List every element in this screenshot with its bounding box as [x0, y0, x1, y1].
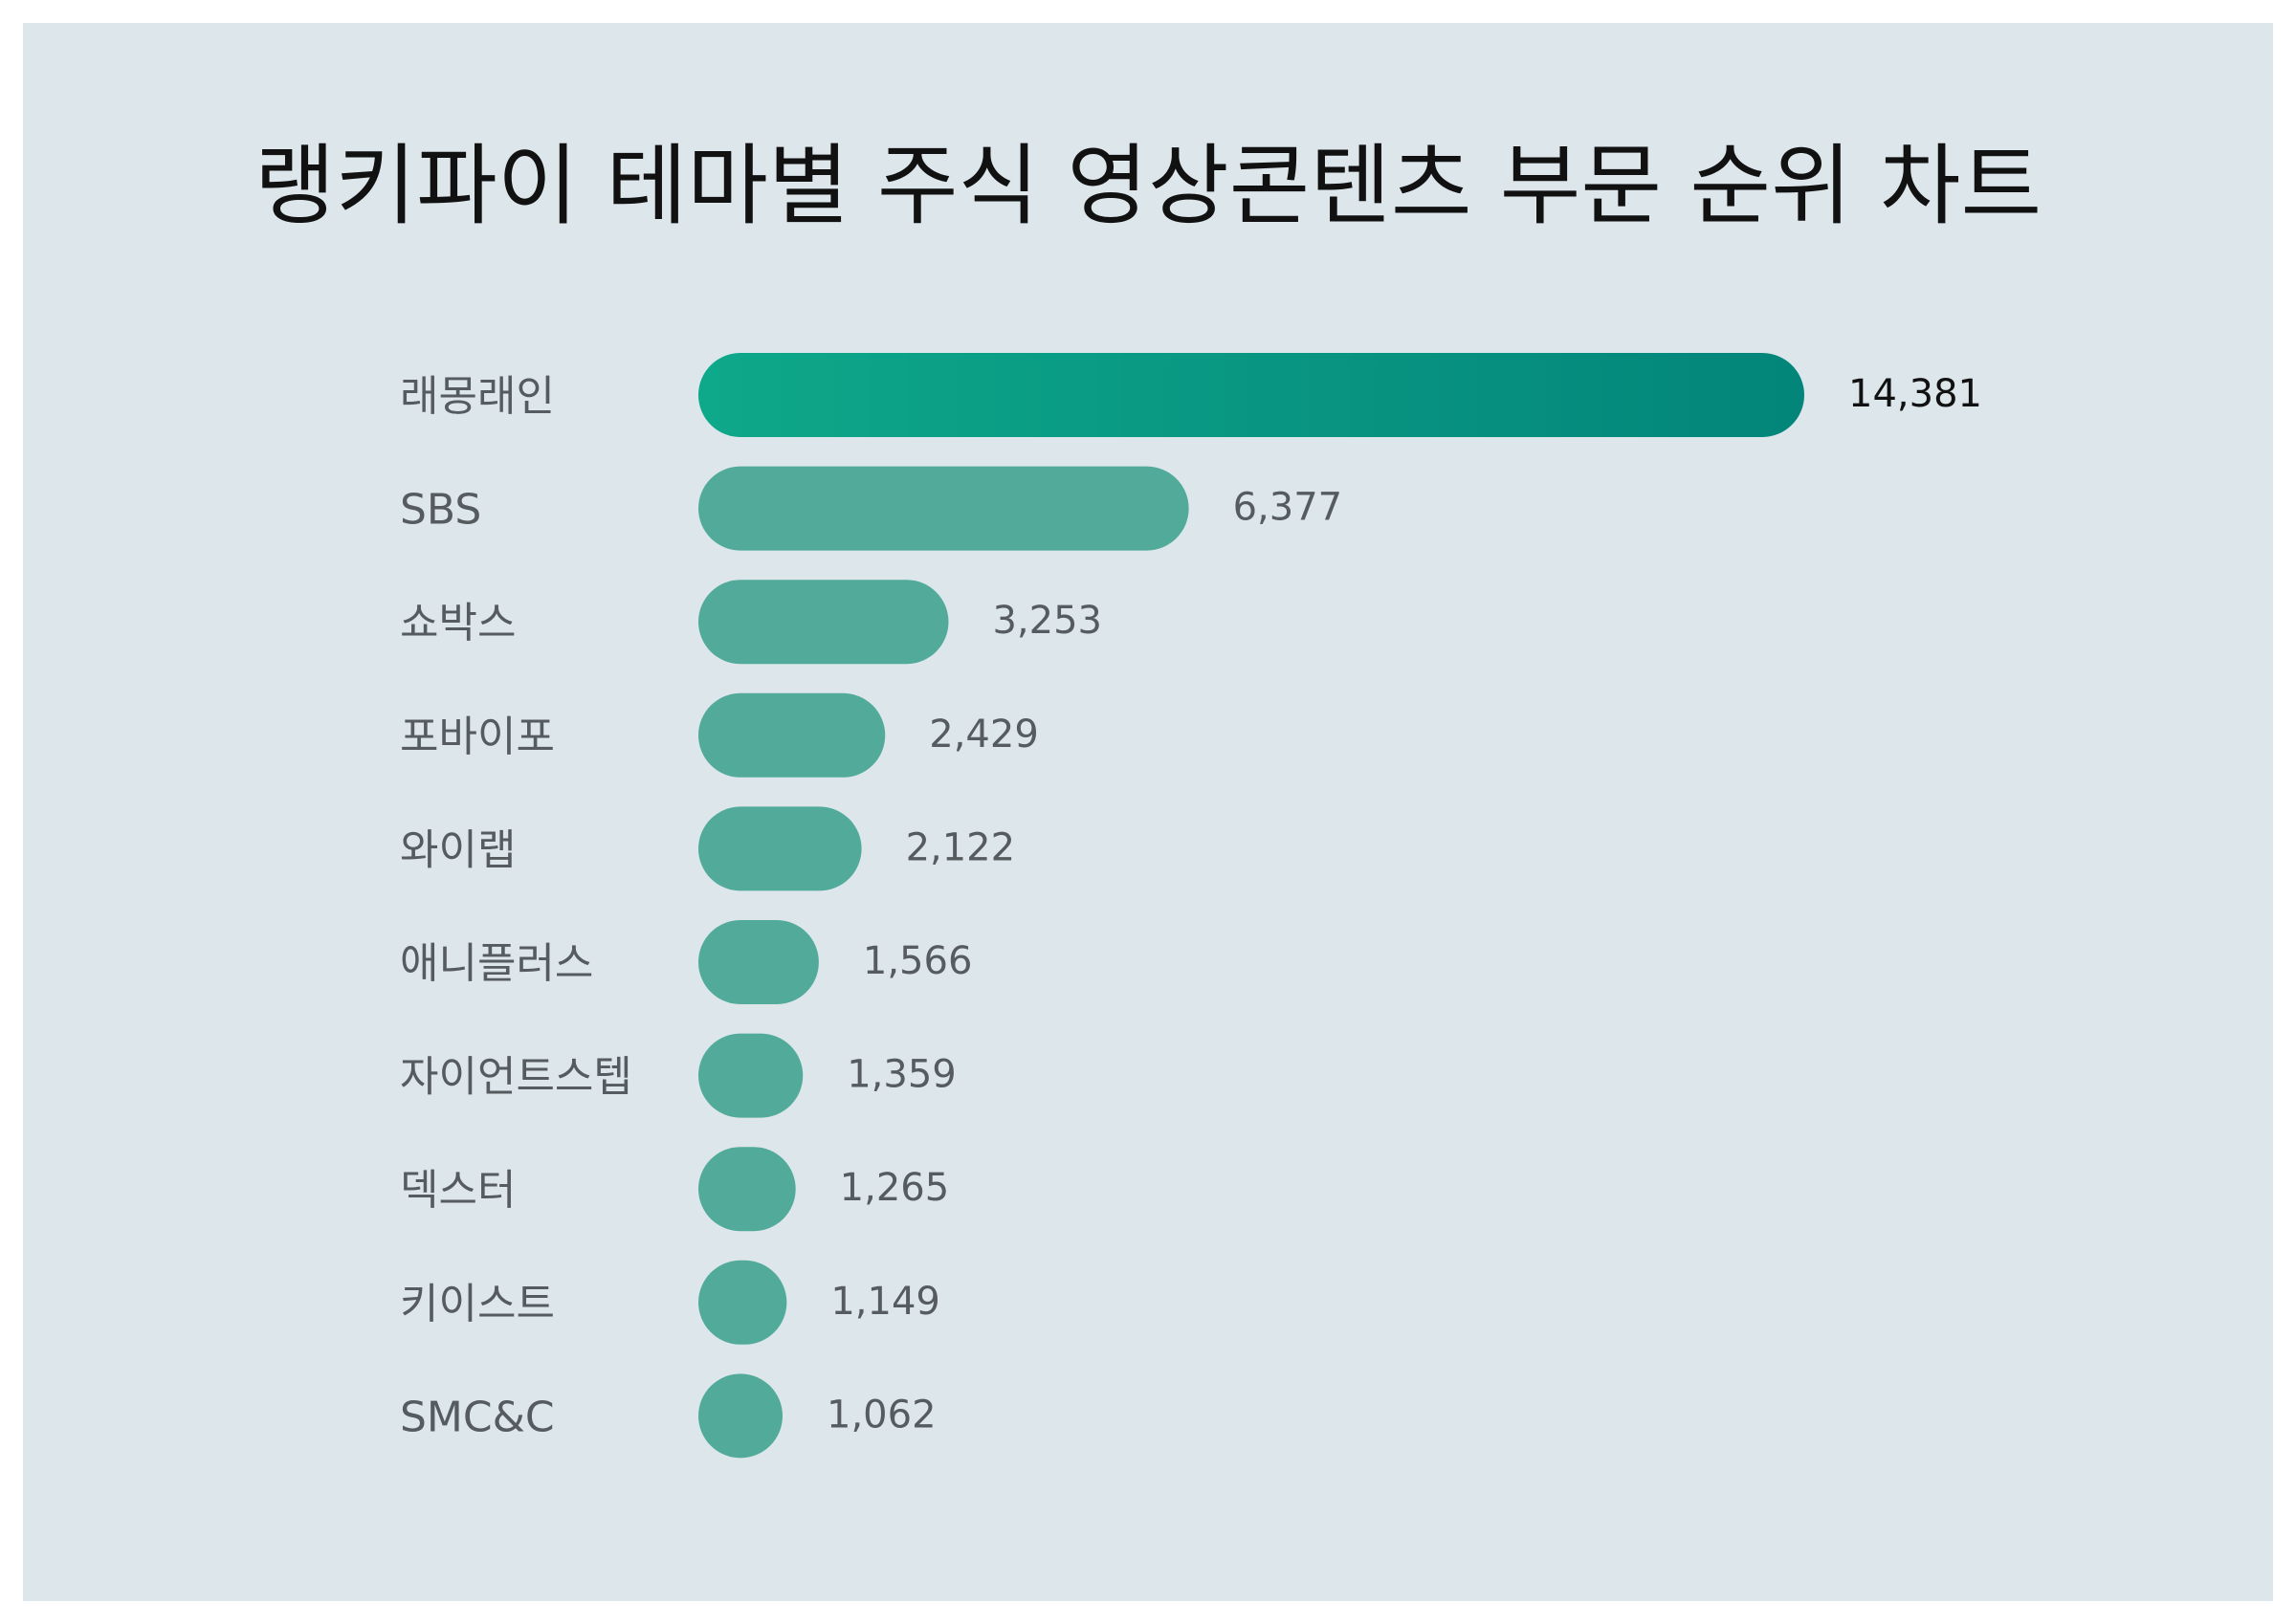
value-label: 2,122 — [906, 825, 1016, 869]
category-label: 포바이포 — [400, 713, 555, 761]
value-label: 6,377 — [1233, 486, 1343, 530]
category-label: 와이랩 — [400, 825, 516, 874]
category-label: SMC&C — [400, 1393, 555, 1441]
bar — [698, 580, 949, 665]
bar — [698, 466, 1189, 551]
bar — [698, 692, 886, 778]
chart-title: 랭키파이 테마별 주식 영상콘텐츠 부문 순위 차트 — [254, 135, 2042, 237]
category-label: 키이스트 — [400, 1280, 555, 1328]
chart-background — [23, 23, 2273, 1601]
category-label: 래몽래인 — [400, 372, 555, 421]
bar — [698, 806, 862, 891]
value-label: 2,429 — [929, 713, 1039, 757]
bar — [698, 920, 819, 1004]
value-label: 14,381 — [1848, 372, 1982, 416]
bar — [698, 1147, 796, 1232]
category-label: 애니플러스 — [400, 939, 593, 988]
category-label: 쇼박스 — [400, 599, 516, 647]
value-label: 1,149 — [830, 1280, 940, 1324]
bar — [698, 353, 1804, 437]
bar — [698, 1033, 804, 1118]
value-label: 1,265 — [840, 1166, 950, 1210]
value-label: 1,359 — [847, 1053, 957, 1097]
category-label: 덱스터 — [400, 1166, 516, 1215]
bar — [698, 1373, 783, 1459]
value-label: 1,566 — [863, 939, 973, 983]
bar — [698, 1260, 787, 1345]
value-label: 1,062 — [827, 1393, 937, 1437]
category-label: 자이언트스텝 — [400, 1053, 632, 1102]
category-label: SBS — [400, 486, 481, 535]
value-label: 3,253 — [992, 599, 1102, 643]
bars-group: 래몽래인 14,381 SBS 6,377 쇼박스 3,253 포바이포 2,429 와이랩 2,… — [400, 353, 1982, 1459]
